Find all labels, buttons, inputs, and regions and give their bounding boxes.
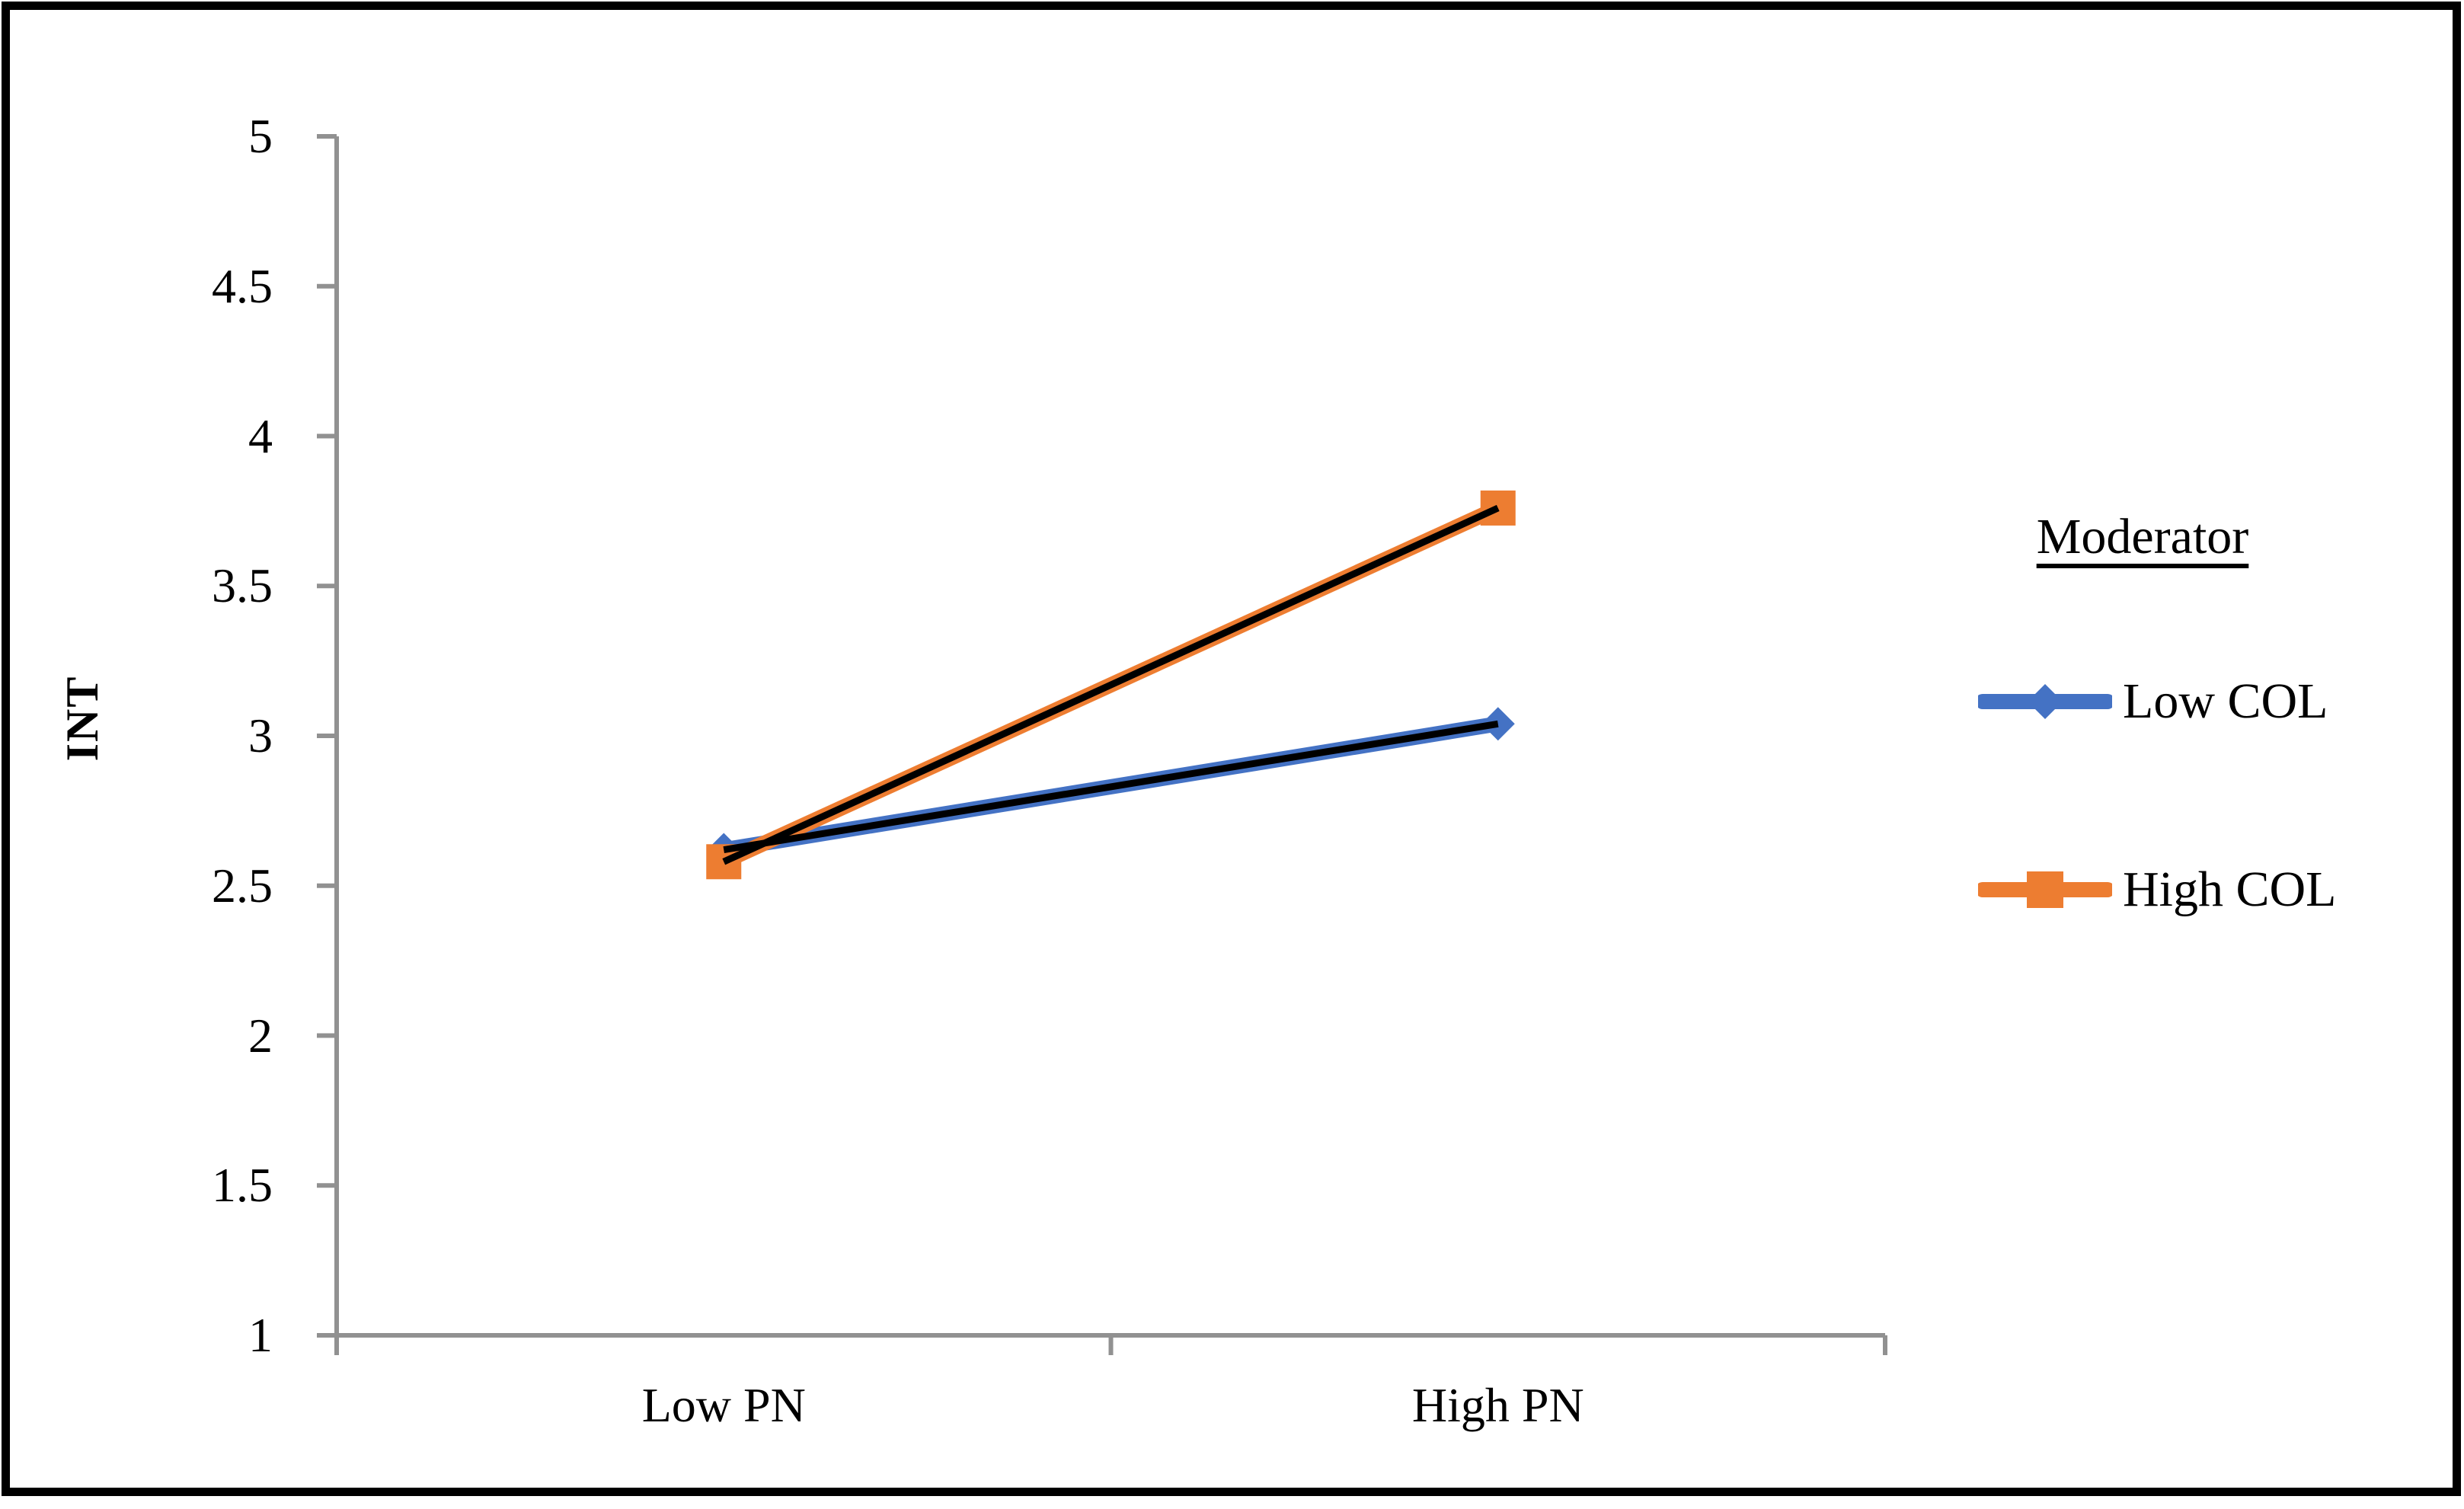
legend-label-low-col: Low COL [2123, 673, 2328, 729]
legend-title: Moderator [2036, 509, 2249, 564]
legend-marker-high-col-icon [1978, 871, 2112, 908]
legend-item-low-col: Low COL [1978, 668, 2328, 735]
legend-label-high-col: High COL [2123, 862, 2337, 917]
x-category-label: Low PN [641, 1378, 806, 1432]
legend-item-high-col: High COL [1978, 856, 2337, 923]
y-tick-label: 3.5 [212, 558, 273, 613]
y-axis-title: INT [56, 675, 107, 762]
trendline-low-col [723, 720, 1499, 853]
y-tick-label: 5 [248, 109, 273, 163]
legend-marker-low-col-icon [1978, 684, 2112, 719]
trendline-high-col [722, 504, 1500, 865]
y-tick-label: 1 [248, 1308, 273, 1362]
chart-plot-area [317, 134, 1887, 1355]
y-tick-label: 2.5 [212, 858, 273, 913]
y-tick-label: 2 [248, 1008, 273, 1063]
y-tick-label: 4.5 [212, 258, 273, 313]
y-tick-label: 1.5 [212, 1158, 273, 1213]
y-tick-label: 4 [248, 408, 273, 463]
x-category-label: High PN [1411, 1378, 1584, 1432]
y-tick-label: 3 [248, 708, 273, 762]
